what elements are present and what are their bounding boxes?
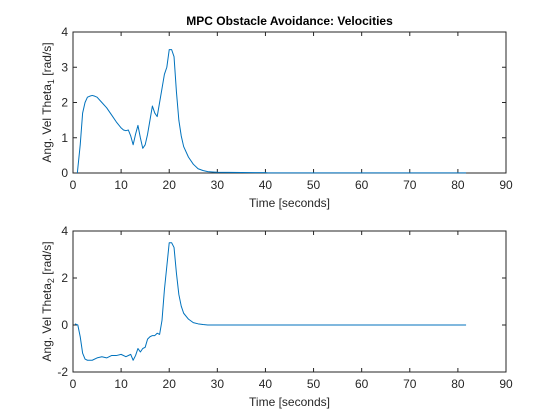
x-tick-label: 80 xyxy=(451,377,465,391)
plot-area-2 xyxy=(72,230,507,373)
y-axis-label-1-main: Ang. Vel Theta xyxy=(40,84,54,163)
x-tick-label: 70 xyxy=(403,377,417,391)
x-tick-label: 0 xyxy=(70,377,77,391)
y-tick-label: 0 xyxy=(61,318,68,332)
x-axis-label-1: Time [seconds] xyxy=(249,196,330,210)
x-tick-label: 10 xyxy=(114,377,128,391)
y-tick-label: 0 xyxy=(61,166,68,180)
subplot-1: MPC Obstacle Avoidance: Velocities Time … xyxy=(40,14,513,210)
y-axis-label-1: Ang. Vel Theta1 [rad/s] xyxy=(40,42,56,162)
plot-area-1 xyxy=(72,31,507,174)
y-tick-label: 2 xyxy=(61,271,68,285)
subplot-2: Time [seconds] Ang. Vel Theta2 [rad/s] 0… xyxy=(40,224,513,409)
series-lines-1 xyxy=(76,49,467,174)
x-tick-label: 60 xyxy=(355,377,369,391)
x-axis-label-2: Time [seconds] xyxy=(249,395,330,409)
y-axis-label-1-unit: [rad/s] xyxy=(40,42,54,79)
x-tick-label: 90 xyxy=(499,178,513,192)
y-tick-label: 1 xyxy=(61,131,68,145)
y-axis-label-2: Ang. Vel Theta2 [rad/s] xyxy=(40,241,56,361)
x-tick-label: 20 xyxy=(163,178,177,192)
x-tick-label: 0 xyxy=(70,178,77,192)
chart-title: MPC Obstacle Avoidance: Velocities xyxy=(186,14,393,28)
x-tick-label: 50 xyxy=(307,377,321,391)
series-lines-2 xyxy=(74,242,467,361)
y-tick-label: 3 xyxy=(61,60,68,74)
y-axis-label-1-subscript: 1 xyxy=(46,79,56,84)
x-tick-label: 20 xyxy=(163,377,177,391)
series-line xyxy=(76,49,467,174)
y-axis-label-2-main: Ang. Vel Theta xyxy=(40,283,54,362)
x-tick-label: 40 xyxy=(259,178,273,192)
x-tick-label: 30 xyxy=(211,178,225,192)
x-tick-label: 50 xyxy=(307,178,321,192)
y-tick-label: -2 xyxy=(57,365,68,379)
x-tick-label: 60 xyxy=(355,178,369,192)
y-tick-label: 2 xyxy=(61,96,68,110)
y-tick-label: 4 xyxy=(61,224,68,238)
ticks-1: 0 10 20 30 40 50 60 70 80 90 0 1 2 3 4 xyxy=(61,25,513,192)
x-tick-label: 70 xyxy=(403,178,417,192)
y-axis-label-2-subscript: 2 xyxy=(46,278,56,283)
x-tick-label: 10 xyxy=(114,178,128,192)
x-tick-label: 80 xyxy=(451,178,465,192)
series-line xyxy=(74,242,467,361)
x-tick-label: 40 xyxy=(259,377,273,391)
y-tick-label: 4 xyxy=(61,25,68,39)
y-axis-label-2-unit: [rad/s] xyxy=(40,241,54,278)
x-tick-label: 30 xyxy=(211,377,225,391)
x-tick-label: 90 xyxy=(499,377,513,391)
